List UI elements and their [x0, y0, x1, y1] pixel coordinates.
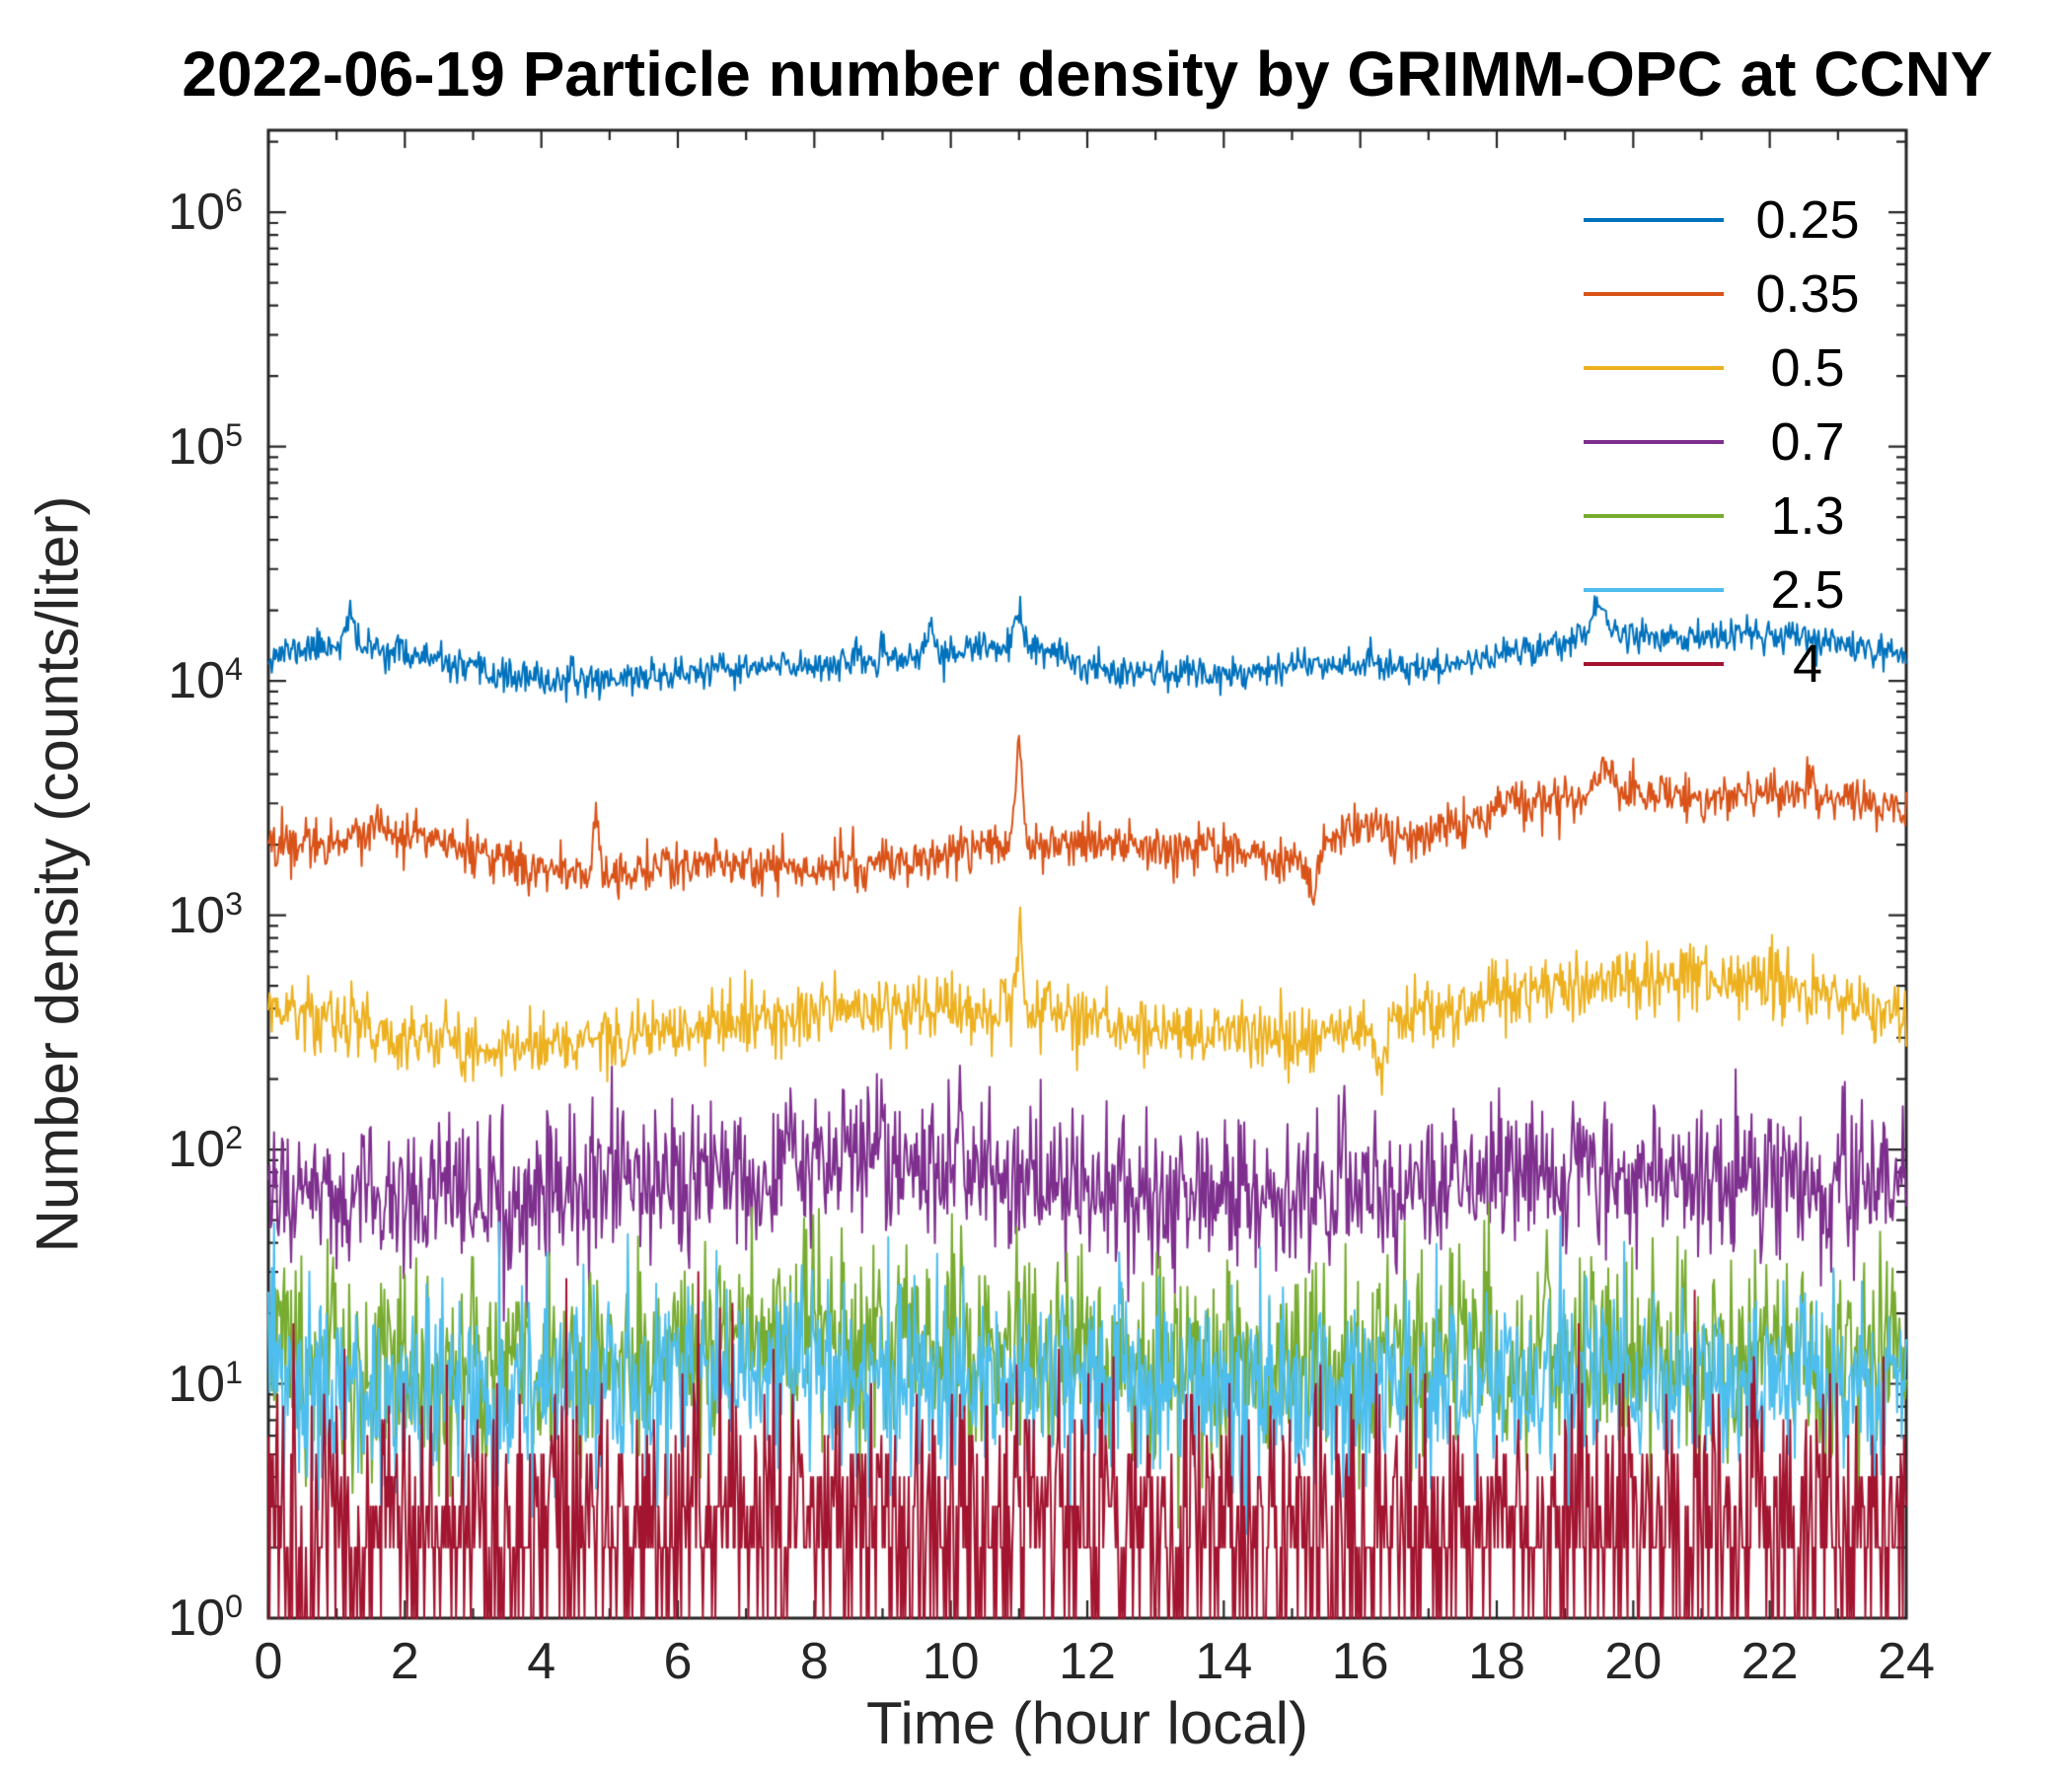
x-tick-label: 10: [922, 1633, 980, 1690]
x-tick-label: 0: [254, 1633, 283, 1690]
legend-line-icon: [1584, 661, 1724, 666]
legend-item-0.7: 0.7: [1584, 405, 1891, 479]
legend-label: 0.35: [1755, 263, 1860, 324]
legend-item-2.5: 2.5: [1584, 553, 1891, 627]
x-tick-label: 6: [663, 1633, 693, 1690]
y-tick-label: 101: [168, 1354, 243, 1413]
legend-line-icon: [1584, 513, 1724, 518]
y-tick-label: 100: [168, 1588, 243, 1648]
legend-line-icon: [1584, 291, 1724, 296]
y-tick-label: 102: [168, 1119, 243, 1179]
legend-label: 1.3: [1770, 485, 1845, 546]
y-tick-label: 104: [168, 650, 243, 710]
x-tick-label: 22: [1740, 1633, 1799, 1690]
legend-label: 0.5: [1770, 337, 1845, 398]
legend-label: 2.5: [1770, 559, 1845, 620]
legend-line-icon: [1584, 365, 1724, 370]
y-tick-label: 105: [168, 416, 243, 476]
legend-item-1.3: 1.3: [1584, 479, 1891, 553]
legend-label: 0.7: [1770, 411, 1845, 472]
x-tick-label: 8: [799, 1633, 829, 1690]
y-tick-label: 103: [168, 885, 243, 944]
y-tick-label: 106: [168, 182, 243, 242]
x-tick-label: 4: [527, 1633, 556, 1690]
legend: 0.25 0.35 0.5 0.7 1.3 2.5 4: [1584, 183, 1891, 701]
legend-item-0.25: 0.25: [1584, 183, 1891, 257]
chart-title: 2022-06-19 Particle number density by GR…: [182, 38, 1993, 110]
legend-line-icon: [1584, 217, 1724, 222]
x-tick-label: 24: [1878, 1633, 1935, 1690]
x-tick-label: 16: [1331, 1633, 1389, 1690]
x-axis-label: Time (hour local): [866, 1690, 1308, 1756]
x-tick-label: 18: [1468, 1633, 1525, 1690]
legend-item-4: 4: [1584, 627, 1891, 701]
legend-label: 4: [1792, 633, 1823, 694]
x-tick-label: 2: [390, 1633, 419, 1690]
legend-line-icon: [1584, 587, 1724, 592]
legend-label: 0.25: [1755, 189, 1860, 250]
x-tick-label: 14: [1195, 1633, 1253, 1690]
legend-item-0.35: 0.35: [1584, 257, 1891, 331]
x-tick-label: 20: [1604, 1633, 1663, 1690]
legend-item-0.5: 0.5: [1584, 331, 1891, 405]
legend-line-icon: [1584, 439, 1724, 444]
x-tick-label: 12: [1059, 1633, 1116, 1690]
